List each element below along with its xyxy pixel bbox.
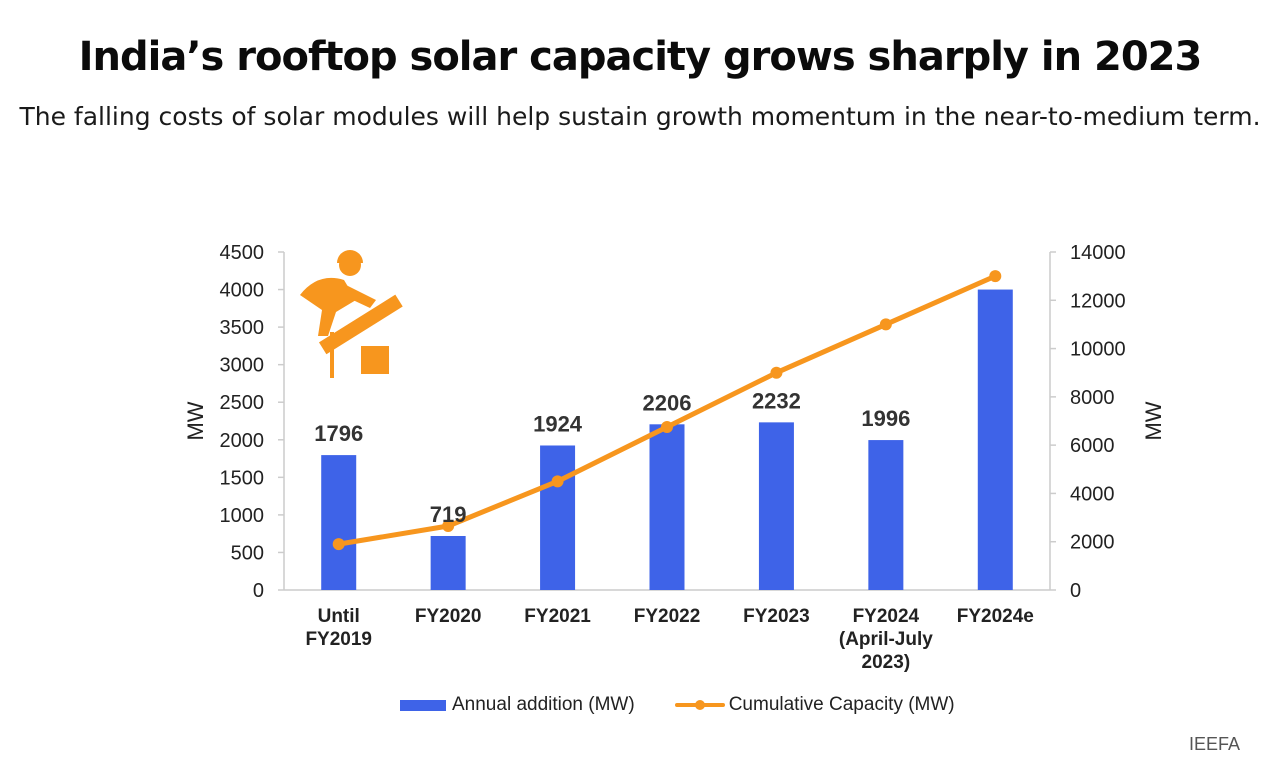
legend-swatch-bar [400, 699, 446, 711]
x-tick-label: FY2021 [524, 606, 591, 627]
y-right-tick-label: 6000 [1070, 435, 1115, 457]
line-point-cumulative-capacity [879, 318, 892, 331]
line-point-cumulative-capacity [770, 366, 783, 379]
chart-title: India’s rooftop solar capacity grows sha… [78, 34, 1203, 80]
source-label: IEEFA [1188, 734, 1240, 754]
line-point-cumulative-capacity [442, 520, 455, 533]
legend-swatch-line [674, 697, 725, 713]
y-left-tick-label: 2000 [220, 430, 265, 452]
y-right-tick-label: 8000 [1070, 387, 1115, 409]
x-tick-label: FY2024 [853, 606, 920, 627]
line-point-cumulative-capacity [661, 421, 673, 434]
x-tick-label: Until [318, 606, 360, 627]
bar-annual-addition [868, 440, 904, 590]
y-left-tick-label: 1500 [220, 467, 265, 489]
bar-data-label: 1924 [533, 411, 583, 436]
bar-annual-addition [649, 424, 685, 590]
y-left-tick-label: 0 [253, 580, 264, 602]
x-tick-label: FY2023 [743, 606, 810, 627]
x-tick-label: (April-July [839, 629, 933, 650]
y-right-tick-label: 12000 [1070, 290, 1126, 312]
legend-label-cumulative-capacity: Cumulative Capacity (MW) [728, 694, 955, 715]
y-left-tick-label: 3500 [220, 317, 265, 339]
x-tick-label: 2023) [862, 652, 911, 673]
line-point-cumulative-capacity [989, 270, 1002, 283]
y-left-tick-label: 500 [231, 542, 264, 564]
bar-data-label: 719 [430, 502, 467, 527]
bar-annual-addition [430, 535, 466, 590]
legend-item-cumulative-capacity: Cumulative Capacity (MW) [674, 694, 955, 716]
legend-label-annual-addition: Annual addition (MW) [452, 694, 635, 715]
x-tick-label: FY2022 [634, 606, 701, 627]
bar-data-label: 2206 [643, 390, 692, 415]
rooftop-solar-installer-icon [300, 250, 403, 378]
x-tick-label: FY2024e [957, 606, 1034, 627]
bar-annual-addition [977, 289, 1013, 590]
y-right-tick-label: 2000 [1070, 532, 1115, 554]
y-left-tick-label: 3000 [220, 355, 265, 377]
bar-annual-addition [321, 455, 357, 590]
bar-data-label: 1796 [314, 421, 363, 446]
bar-annual-addition [540, 445, 576, 590]
y-right-tick-label: 4000 [1070, 483, 1115, 505]
bar-data-label: 2232 [752, 388, 801, 413]
bar-data-label: 1996 [861, 406, 910, 431]
y-left-tick-label: 2500 [220, 392, 265, 414]
y-left-tick-label: 4500 [220, 242, 265, 264]
y-right-tick-label: 10000 [1070, 339, 1126, 361]
x-tick-label: FY2019 [305, 629, 372, 650]
line-point-cumulative-capacity [551, 475, 564, 488]
chart-legend: Annual addition (MW) Cumulative Capacity… [400, 694, 995, 716]
chart-subtitle: The falling costs of solar modules will … [19, 102, 1261, 131]
line-point-cumulative-capacity [332, 538, 345, 551]
bar-annual-addition [758, 422, 794, 590]
y-right-tick-label: 0 [1070, 580, 1081, 602]
x-tick-label: FY2020 [415, 606, 482, 627]
y-left-tick-label: 4000 [220, 280, 265, 302]
y-left-tick-label: 1000 [220, 505, 265, 527]
legend-item-annual-addition: Annual addition (MW) [400, 694, 635, 716]
y-right-tick-label: 14000 [1070, 242, 1126, 264]
